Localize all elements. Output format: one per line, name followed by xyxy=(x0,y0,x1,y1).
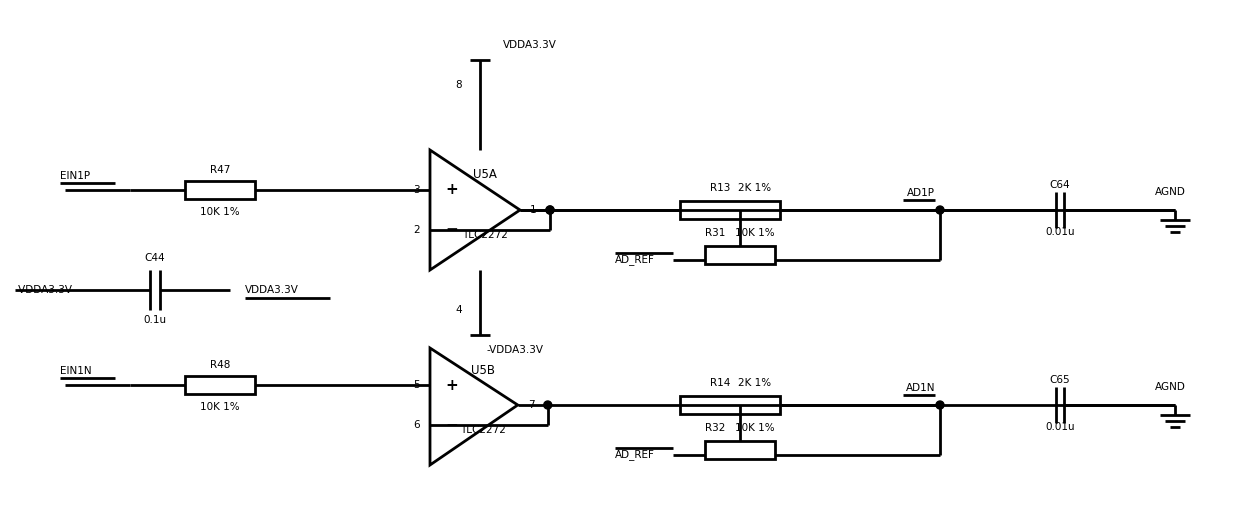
Bar xyxy=(706,441,775,459)
Text: AD_REF: AD_REF xyxy=(615,450,655,461)
Text: 1: 1 xyxy=(529,205,537,215)
Text: R31: R31 xyxy=(706,228,725,238)
Text: AD1P: AD1P xyxy=(906,188,935,198)
Text: -VDDA3.3V: -VDDA3.3V xyxy=(15,285,72,295)
Text: 8: 8 xyxy=(455,80,463,90)
Text: +: + xyxy=(445,182,459,197)
Text: AGND: AGND xyxy=(1154,187,1185,197)
Bar xyxy=(706,246,775,264)
Text: TLC2272: TLC2272 xyxy=(460,425,506,435)
Polygon shape xyxy=(430,348,518,465)
Text: VDDA3.3V: VDDA3.3V xyxy=(503,40,557,50)
Text: 10K 1%: 10K 1% xyxy=(735,423,775,433)
Text: 10K 1%: 10K 1% xyxy=(735,228,775,238)
Text: 2K 1%: 2K 1% xyxy=(738,183,771,193)
Bar xyxy=(185,181,255,199)
Text: R32: R32 xyxy=(706,423,725,433)
Circle shape xyxy=(544,401,552,409)
Text: 6: 6 xyxy=(413,420,420,430)
Text: 7: 7 xyxy=(528,400,534,410)
Text: R48: R48 xyxy=(210,360,231,370)
Text: 3: 3 xyxy=(413,185,420,195)
Text: TLC2272: TLC2272 xyxy=(463,230,508,240)
Text: 2K 1%: 2K 1% xyxy=(738,378,771,388)
Text: EIN1N: EIN1N xyxy=(60,366,92,376)
Text: U5B: U5B xyxy=(471,363,495,377)
Bar xyxy=(680,396,780,414)
Text: +: + xyxy=(445,378,459,393)
Text: 2: 2 xyxy=(413,225,420,235)
Text: 10K 1%: 10K 1% xyxy=(200,207,239,217)
Text: 0.1u: 0.1u xyxy=(144,315,166,325)
Text: AD1N: AD1N xyxy=(905,383,935,393)
Text: 5: 5 xyxy=(413,380,420,390)
Bar xyxy=(185,376,255,394)
Text: C64: C64 xyxy=(1050,180,1070,190)
Text: R13: R13 xyxy=(711,183,730,193)
Circle shape xyxy=(546,206,554,214)
Text: AGND: AGND xyxy=(1154,382,1185,392)
Text: C65: C65 xyxy=(1050,375,1070,385)
Circle shape xyxy=(936,206,944,214)
Text: AD_REF: AD_REF xyxy=(615,254,655,265)
Text: C44: C44 xyxy=(145,253,165,263)
Text: U5A: U5A xyxy=(474,169,497,181)
Text: EIN1P: EIN1P xyxy=(60,171,91,181)
Circle shape xyxy=(546,206,554,214)
Text: −: − xyxy=(445,418,459,433)
Text: 0.01u: 0.01u xyxy=(1045,227,1075,237)
Text: −: − xyxy=(445,222,459,237)
Circle shape xyxy=(936,401,944,409)
Text: -VDDA3.3V: -VDDA3.3V xyxy=(486,345,543,355)
Bar xyxy=(680,201,780,219)
Text: 10K 1%: 10K 1% xyxy=(200,402,239,412)
Text: VDDA3.3V: VDDA3.3V xyxy=(246,285,299,295)
Text: 4: 4 xyxy=(455,305,463,315)
Polygon shape xyxy=(430,150,520,270)
Text: R47: R47 xyxy=(210,165,231,175)
Text: 0.01u: 0.01u xyxy=(1045,422,1075,432)
Text: R14: R14 xyxy=(711,378,730,388)
